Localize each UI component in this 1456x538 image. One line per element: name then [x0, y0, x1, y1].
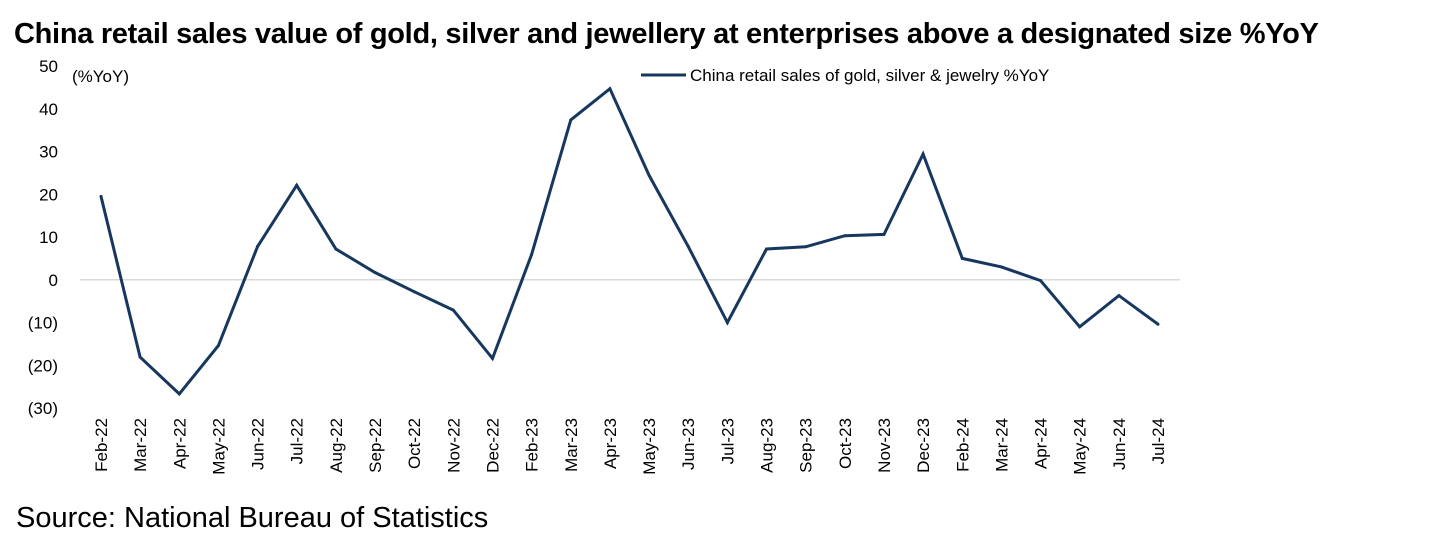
- series-line: [99, 86, 1159, 397]
- y-tick-label: 40: [39, 100, 58, 119]
- data-point: [412, 290, 416, 294]
- data-point: [921, 152, 925, 156]
- y-tick-label: (10): [28, 314, 58, 333]
- data-point: [1039, 279, 1043, 283]
- data-point: [216, 344, 220, 348]
- legend-label: China retail sales of gold, silver & jew…: [690, 66, 1049, 85]
- data-point: [725, 321, 729, 324]
- x-tick-label: Aug-22: [327, 418, 346, 473]
- x-tick-label: Feb-23: [523, 418, 542, 472]
- y-tick-label: (30): [28, 399, 58, 418]
- x-tick-label: Mar-24: [992, 418, 1011, 472]
- x-tick-label: Oct-22: [405, 418, 424, 469]
- x-tick-label: Dec-22: [483, 418, 502, 473]
- data-point: [334, 247, 338, 251]
- x-tick-label: May-22: [209, 418, 228, 475]
- data-point: [451, 308, 455, 312]
- x-tick-label: Apr-24: [1032, 418, 1051, 469]
- y-tick-label: 10: [39, 228, 58, 247]
- x-tick-label: Sep-22: [366, 418, 385, 473]
- source-note: Source: National Bureau of Statistics: [16, 502, 489, 534]
- data-point: [491, 356, 494, 360]
- x-tick-label: Aug-23: [758, 418, 777, 473]
- y-tick-label: 0: [49, 271, 58, 290]
- y-axis-label: (%YoY): [72, 67, 129, 86]
- y-tick-label: 20: [39, 185, 58, 204]
- data-point: [138, 355, 142, 359]
- x-tick-label: Nov-22: [444, 418, 463, 473]
- data-point: [843, 234, 847, 238]
- x-axis-ticks: Feb-22 Mar-22 Apr-22 May-22 Jun-22 Jul-22 Aug-…: [92, 418, 1168, 475]
- data-point: [530, 253, 534, 256]
- data-point: [960, 256, 964, 260]
- x-tick-label: Jun-22: [249, 418, 268, 470]
- data-point: [373, 271, 377, 274]
- data-point: [99, 194, 103, 198]
- data-point: [256, 244, 260, 248]
- data-point: [686, 244, 690, 248]
- data-point: [608, 87, 612, 91]
- y-tick-label: 30: [39, 143, 58, 162]
- x-tick-label: Feb-22: [92, 418, 111, 472]
- data-point: [1078, 325, 1082, 329]
- data-point: [804, 245, 808, 249]
- x-tick-label: Mar-22: [131, 418, 150, 472]
- data-point: [295, 183, 299, 187]
- x-tick-label: May-23: [640, 418, 659, 475]
- x-tick-label: Dec-23: [914, 418, 933, 473]
- data-point: [177, 392, 181, 396]
- x-tick-label: Feb-24: [953, 418, 972, 472]
- x-tick-label: Sep-23: [797, 418, 816, 473]
- x-tick-label: Jul-23: [718, 418, 737, 464]
- x-tick-label: Apr-22: [170, 418, 189, 469]
- data-point: [1117, 294, 1121, 298]
- x-tick-label: Oct-23: [836, 418, 855, 469]
- data-point: [569, 118, 573, 122]
- x-tick-label: May-24: [1071, 418, 1090, 475]
- x-tick-label: Jun-24: [1110, 418, 1129, 470]
- data-point: [1156, 322, 1160, 326]
- data-point: [647, 173, 651, 177]
- legend: China retail sales of gold, silver & jew…: [641, 66, 1049, 85]
- data-point: [999, 265, 1003, 269]
- x-tick-label: Apr-23: [601, 418, 620, 469]
- chart-title: China retail sales value of gold, silver…: [14, 18, 1319, 50]
- line-chart: (%YoY) 50 40 30 20 10 0 (10) (20) (30) Feb-22 Mar…: [28, 57, 1180, 475]
- y-axis-ticks: 50 40 30 20 10 0 (10) (20) (30): [28, 57, 58, 418]
- data-point: [882, 232, 886, 236]
- x-tick-label: Mar-23: [562, 418, 581, 472]
- x-tick-label: Jul-22: [288, 418, 307, 464]
- series-group: [99, 86, 1160, 397]
- y-tick-label: (20): [28, 356, 58, 375]
- x-tick-label: Nov-23: [875, 418, 894, 473]
- x-tick-label: Jun-23: [679, 418, 698, 470]
- y-tick-label: 50: [39, 57, 58, 76]
- data-point: [765, 247, 768, 251]
- x-tick-label: Jul-24: [1149, 418, 1168, 464]
